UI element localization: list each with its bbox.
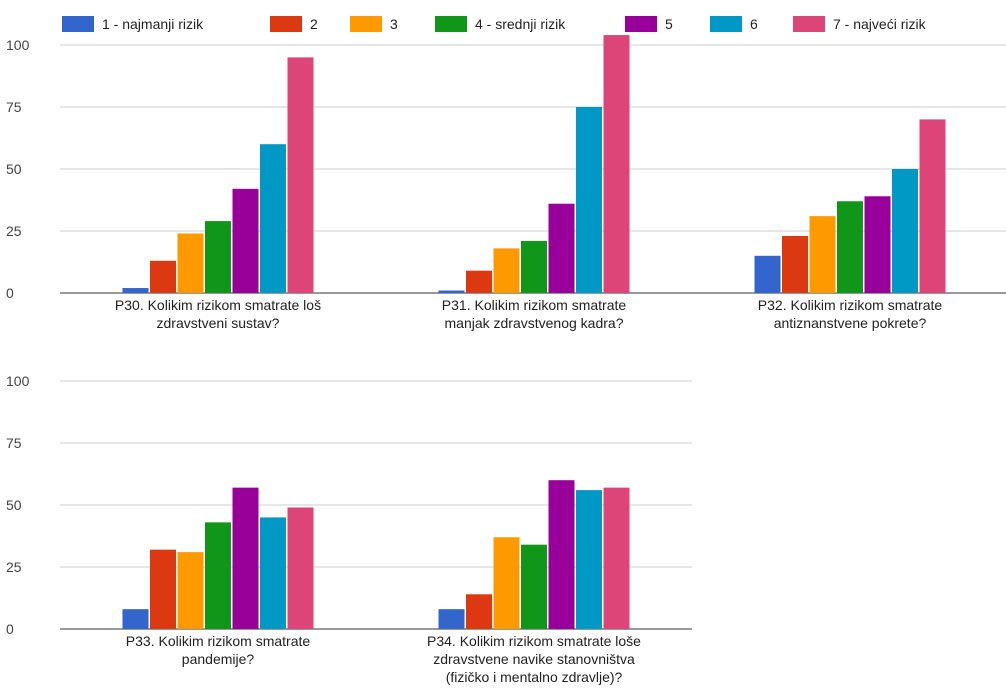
x-tick-label: zdravstvene navike stanovništva — [433, 651, 635, 667]
legend-label: 4 - srednji rizik — [475, 16, 566, 32]
bar[interactable] — [205, 221, 231, 293]
bar[interactable] — [287, 57, 314, 294]
legend-swatch — [710, 16, 742, 32]
bar[interactable] — [466, 594, 492, 629]
bar[interactable] — [892, 169, 918, 293]
bar[interactable] — [150, 260, 176, 293]
y-tick-label: 75 — [6, 435, 22, 451]
legend-swatch — [270, 16, 302, 32]
legend-swatch — [62, 16, 94, 32]
y-tick-label: 100 — [6, 373, 30, 389]
bar[interactable] — [754, 255, 781, 293]
legend-item[interactable]: 7 - najveći rizik — [793, 14, 926, 34]
bar[interactable] — [548, 480, 575, 629]
x-tick-label: pandemije? — [182, 651, 255, 667]
legend-label: 1 - najmanji rizik — [102, 16, 204, 32]
bar[interactable] — [466, 270, 492, 293]
bar[interactable] — [260, 517, 286, 629]
bar[interactable] — [205, 522, 231, 629]
bar[interactable] — [603, 487, 630, 629]
legend-label: 3 — [390, 16, 398, 32]
x-tick-label: P34. Kolikim rizikom smatrate loše — [427, 633, 641, 649]
bar[interactable] — [177, 552, 204, 629]
x-tick-label: (fizičko i mentalno zdravlje)? — [446, 669, 623, 685]
bar[interactable] — [438, 290, 465, 293]
bar[interactable] — [122, 609, 149, 629]
bar[interactable] — [576, 490, 602, 629]
bar[interactable] — [438, 609, 465, 629]
legend-label: 7 - najveći rizik — [833, 16, 926, 32]
legend-label: 2 — [310, 16, 318, 32]
bar[interactable] — [864, 196, 891, 293]
legend-swatch — [793, 16, 825, 32]
y-tick-label: 0 — [6, 621, 14, 637]
bar[interactable] — [287, 507, 314, 629]
legend-item[interactable]: 2 — [270, 14, 318, 34]
bar[interactable] — [177, 233, 204, 293]
bar[interactable] — [232, 188, 259, 293]
legend-swatch — [625, 16, 657, 32]
x-tick-label: manjak zdravstvenog kadra? — [445, 315, 624, 331]
legend-item[interactable]: 6 — [710, 14, 758, 34]
y-tick-label: 50 — [6, 497, 22, 513]
x-tick-label: P32. Kolikim rizikom smatrate — [758, 297, 943, 313]
bar[interactable] — [521, 544, 547, 629]
legend-item[interactable]: 1 - najmanji rizik — [62, 14, 203, 34]
y-tick-label: 25 — [6, 559, 22, 575]
bar[interactable] — [493, 537, 520, 629]
bar[interactable] — [150, 549, 176, 629]
legend-label: 5 — [665, 16, 673, 32]
y-tick-label: 25 — [6, 223, 22, 239]
bar[interactable] — [260, 144, 286, 293]
legend-swatch — [350, 16, 382, 32]
bar[interactable] — [782, 235, 808, 293]
bar[interactable] — [122, 288, 149, 293]
x-tick-label: zdravstveni sustav? — [157, 315, 280, 331]
legend-item[interactable]: 4 - srednji rizik — [435, 14, 565, 34]
x-tick-label: P31. Kolikim rizikom smatrate — [442, 297, 627, 313]
legend-item[interactable]: 5 — [625, 14, 673, 34]
bar[interactable] — [809, 216, 836, 293]
bar[interactable] — [548, 203, 575, 293]
x-tick-label: antiznanstvene pokrete? — [774, 315, 927, 331]
x-tick-label: P30. Kolikim rizikom smatrate loš — [115, 297, 321, 313]
y-tick-label: 50 — [6, 161, 22, 177]
y-tick-label: 75 — [6, 99, 22, 115]
legend: 1 - najmanji rizik 2 3 4 - srednji rizik… — [0, 0, 1006, 40]
bar[interactable] — [493, 248, 520, 293]
bar[interactable] — [232, 487, 259, 629]
bar[interactable] — [919, 119, 946, 294]
legend-label: 6 — [750, 16, 758, 32]
bar[interactable] — [521, 240, 547, 293]
y-tick-label: 100 — [6, 37, 30, 53]
legend-swatch — [435, 16, 467, 32]
y-tick-label: 0 — [6, 285, 14, 301]
bar[interactable] — [603, 35, 630, 294]
legend-item[interactable]: 3 — [350, 14, 398, 34]
bar[interactable] — [576, 107, 602, 293]
x-tick-label: P33. Kolikim rizikom smatrate — [126, 633, 311, 649]
bar[interactable] — [837, 201, 863, 293]
